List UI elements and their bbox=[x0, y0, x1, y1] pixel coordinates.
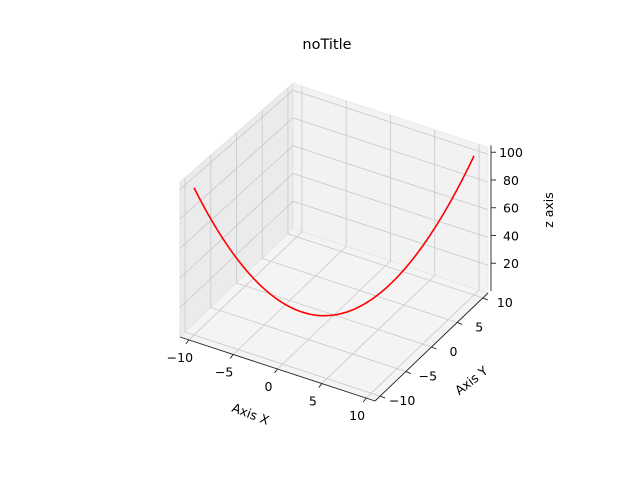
chart-title: noTitle bbox=[302, 37, 351, 53]
tick-labels: −10 −5 0 5 10 −10 −5 0 5 10 20 40 60 80 100 bbox=[167, 145, 523, 423]
z-tick-label: 80 bbox=[503, 173, 519, 188]
x-tick-mark bbox=[185, 339, 190, 345]
y-grid-line bbox=[236, 132, 432, 348]
data-series bbox=[193, 155, 475, 317]
y-grid-line bbox=[261, 110, 458, 323]
series-line bbox=[193, 155, 475, 317]
z-grid-line bbox=[179, 89, 489, 190]
z-grid-line bbox=[179, 117, 489, 220]
y-tick-label: −10 bbox=[389, 393, 415, 408]
x-tick-mark bbox=[362, 397, 367, 403]
y-grid-line bbox=[210, 155, 406, 372]
grid-lines bbox=[179, 86, 489, 399]
z-tick-label: 20 bbox=[503, 256, 519, 271]
z-grid-line bbox=[179, 173, 489, 279]
y-tick-mark bbox=[457, 322, 463, 325]
y-tick-label: 10 bbox=[497, 295, 513, 310]
x-tick-mark bbox=[229, 354, 234, 359]
axis-panes bbox=[179, 82, 489, 402]
z-axis-label: z axis bbox=[541, 192, 556, 228]
x-grid-line bbox=[188, 86, 303, 341]
y-tick-label: 0 bbox=[450, 344, 458, 359]
x-tick-label: −5 bbox=[215, 364, 233, 379]
x-grid-line bbox=[321, 129, 436, 384]
y-tick-mark bbox=[405, 371, 411, 374]
z-grid-line bbox=[179, 145, 489, 249]
x-tick-label: −10 bbox=[167, 350, 193, 365]
z-tick-label: 40 bbox=[503, 228, 519, 243]
y-tick-mark bbox=[431, 346, 437, 350]
x-grid-line bbox=[277, 115, 391, 370]
x-tick-label: 5 bbox=[309, 394, 317, 409]
x-tick-mark bbox=[318, 383, 323, 388]
y-tick-mark bbox=[379, 395, 386, 399]
y-tick-label: 5 bbox=[475, 319, 483, 334]
x-tick-label: 10 bbox=[349, 408, 365, 423]
y-axis-label: Axis Y bbox=[452, 363, 491, 398]
y-tick-label: −5 bbox=[419, 369, 437, 384]
y-tick-mark bbox=[482, 297, 489, 301]
y-grid-line bbox=[287, 87, 484, 299]
y-grid-line bbox=[184, 177, 381, 397]
x-grid-line bbox=[365, 144, 480, 399]
z-grid-line bbox=[179, 200, 489, 308]
x-tick-label: 0 bbox=[265, 379, 273, 394]
x-tick-mark bbox=[274, 368, 278, 374]
x-grid-line bbox=[232, 100, 347, 355]
axis-lines bbox=[179, 145, 496, 403]
z-tick-label: 100 bbox=[499, 145, 523, 160]
z-tick-label: 60 bbox=[503, 201, 519, 216]
x-axis-label: Axis X bbox=[230, 400, 272, 428]
